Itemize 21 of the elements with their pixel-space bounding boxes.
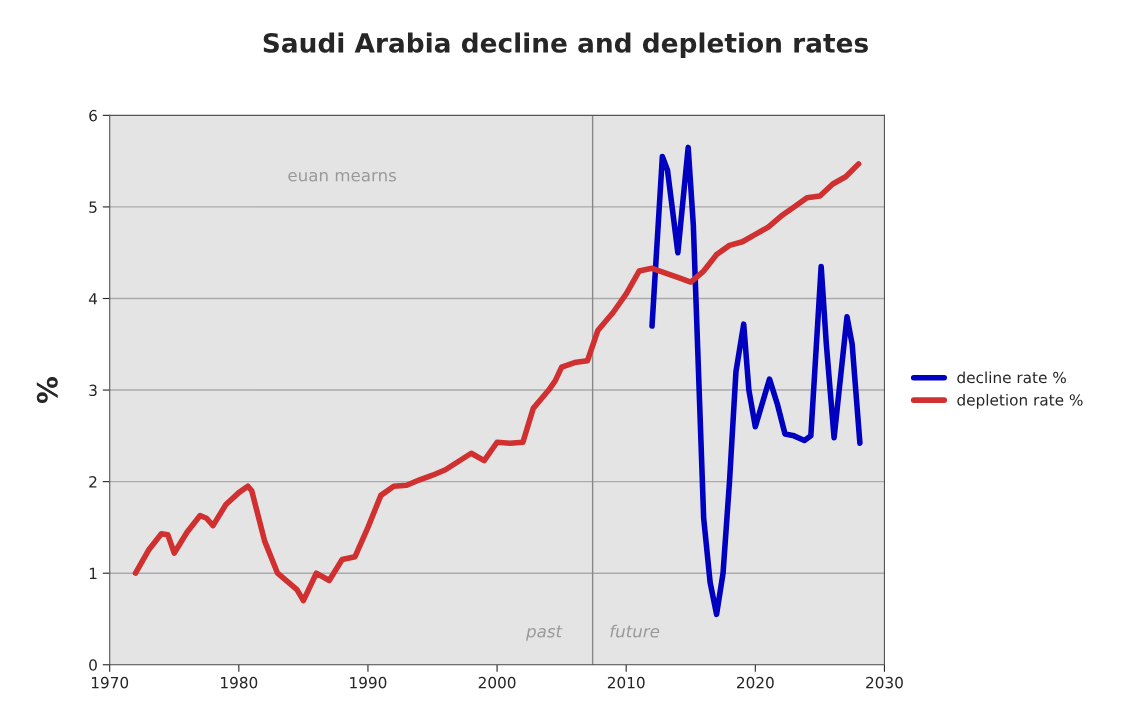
- chart-title: Saudi Arabia decline and depletion rates: [263, 32, 868, 58]
- legend-label: depletion rate %: [957, 393, 1083, 409]
- annotation: future: [610, 624, 660, 638]
- legend-label: decline rate %: [957, 371, 1066, 384]
- y-tick-label: 1: [89, 567, 97, 579]
- y-axis-title: %: [36, 377, 58, 404]
- y-tick-label: 0: [89, 659, 97, 671]
- x-tick-label: 1980: [221, 676, 258, 689]
- y-tick-label: 3: [89, 384, 97, 397]
- y-tick-label: 6: [89, 109, 97, 122]
- x-tick-label: 2000: [478, 676, 516, 689]
- annotation: past: [526, 625, 563, 641]
- x-tick-label: 2030: [866, 676, 903, 689]
- x-tick-label: 1990: [350, 676, 387, 689]
- x-tick-label: 1970: [91, 676, 129, 689]
- y-tick-label: 4: [88, 293, 98, 305]
- x-tick-label: 2010: [607, 676, 645, 689]
- annotation: euan mearns: [288, 171, 397, 182]
- x-tick-label: 2020: [737, 676, 774, 689]
- y-tick-label: 2: [89, 476, 97, 488]
- y-tick-label: 5: [89, 201, 97, 213]
